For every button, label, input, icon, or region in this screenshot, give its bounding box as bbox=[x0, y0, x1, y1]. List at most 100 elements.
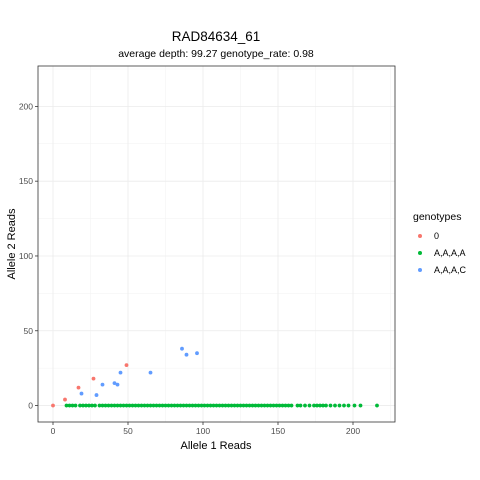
data-point bbox=[118, 403, 123, 408]
data-point bbox=[187, 403, 192, 408]
data-point bbox=[214, 403, 219, 408]
data-point bbox=[148, 403, 153, 408]
data-point bbox=[342, 403, 346, 408]
legend-title: genotypes bbox=[413, 211, 461, 223]
data-point bbox=[205, 403, 210, 408]
data-points bbox=[51, 346, 379, 408]
data-point bbox=[196, 403, 201, 408]
data-point bbox=[247, 403, 252, 408]
data-point bbox=[223, 403, 228, 408]
chart-title: RAD84634_61 bbox=[172, 29, 261, 44]
data-point bbox=[256, 403, 261, 408]
data-point bbox=[271, 403, 276, 408]
data-point bbox=[127, 403, 132, 408]
data-point bbox=[151, 403, 156, 408]
data-point bbox=[64, 403, 69, 408]
data-point bbox=[121, 403, 126, 408]
plot-panel-border bbox=[37, 65, 396, 423]
data-point bbox=[253, 403, 258, 408]
x-tick-label: 0 bbox=[51, 426, 56, 436]
data-point bbox=[124, 403, 129, 408]
data-point bbox=[195, 351, 199, 356]
data-point bbox=[84, 403, 88, 408]
data-point bbox=[318, 403, 322, 408]
data-point bbox=[93, 403, 97, 408]
y-tick-label: 0 bbox=[28, 401, 33, 411]
y-tick-label: 150 bbox=[19, 176, 33, 186]
data-point bbox=[67, 403, 72, 408]
data-point bbox=[160, 403, 165, 408]
data-point bbox=[87, 403, 91, 408]
data-point bbox=[118, 370, 123, 375]
data-point bbox=[94, 393, 99, 397]
data-point bbox=[73, 403, 78, 408]
data-point bbox=[235, 403, 240, 408]
data-point bbox=[163, 403, 168, 408]
legend-items: 0 A,A,A,A A,A,A,C bbox=[418, 231, 467, 275]
data-point bbox=[262, 403, 267, 408]
y-tick-label: 200 bbox=[19, 101, 33, 111]
data-point bbox=[90, 403, 94, 408]
data-point bbox=[277, 403, 282, 408]
data-point bbox=[115, 382, 120, 387]
legend-key bbox=[418, 234, 422, 238]
data-point bbox=[375, 403, 379, 408]
data-point bbox=[76, 385, 81, 390]
data-point bbox=[280, 403, 285, 408]
data-point bbox=[63, 397, 67, 402]
data-point bbox=[232, 403, 237, 408]
legend-label: A,A,A,A bbox=[434, 248, 466, 258]
data-point bbox=[154, 403, 159, 408]
x-tick-label: 150 bbox=[271, 426, 285, 436]
data-point bbox=[100, 403, 105, 408]
data-point bbox=[169, 403, 174, 408]
data-point bbox=[307, 403, 312, 408]
data-point bbox=[202, 403, 207, 408]
data-point bbox=[103, 403, 108, 408]
data-point bbox=[109, 403, 114, 408]
data-point bbox=[180, 346, 184, 351]
data-point bbox=[81, 403, 85, 408]
data-point bbox=[208, 403, 213, 408]
data-point bbox=[166, 403, 171, 408]
legend-key bbox=[418, 251, 422, 255]
data-point bbox=[91, 376, 96, 381]
data-point bbox=[124, 363, 129, 368]
y-tick-label: 100 bbox=[19, 251, 33, 261]
x-tick-label: 100 bbox=[196, 426, 210, 436]
data-point bbox=[286, 403, 291, 408]
data-point bbox=[106, 403, 111, 408]
axis-ticks: 0 50 100 150 200 0 50 100 150 200 bbox=[19, 101, 361, 436]
data-point bbox=[324, 403, 328, 408]
data-point bbox=[358, 403, 363, 408]
data-point bbox=[112, 381, 117, 386]
data-point bbox=[211, 403, 216, 408]
data-point bbox=[133, 403, 138, 408]
data-point bbox=[178, 403, 183, 408]
x-axis-title: Allele 1 Reads bbox=[181, 440, 252, 452]
data-point bbox=[157, 403, 162, 408]
legend-label: A,A,A,C bbox=[434, 265, 467, 275]
data-point bbox=[283, 403, 288, 408]
grid-lines bbox=[38, 66, 395, 422]
legend-key bbox=[418, 268, 422, 272]
data-point bbox=[337, 403, 342, 408]
data-point bbox=[184, 352, 189, 357]
data-point bbox=[295, 403, 300, 408]
data-point bbox=[193, 403, 198, 408]
data-point bbox=[274, 403, 279, 408]
chart-subtitle: average depth: 99.27 genotype_rate: 0.98 bbox=[118, 48, 314, 60]
data-point bbox=[238, 403, 243, 408]
data-point bbox=[303, 403, 307, 408]
legend: genotypes 0 A,A,A,A A,A,A,C bbox=[413, 211, 467, 275]
data-point bbox=[145, 403, 150, 408]
data-point bbox=[115, 403, 120, 408]
data-point bbox=[229, 403, 234, 408]
data-point bbox=[250, 403, 255, 408]
data-point bbox=[328, 403, 333, 408]
data-point bbox=[172, 403, 177, 408]
data-point bbox=[136, 403, 141, 408]
data-point bbox=[259, 403, 264, 408]
